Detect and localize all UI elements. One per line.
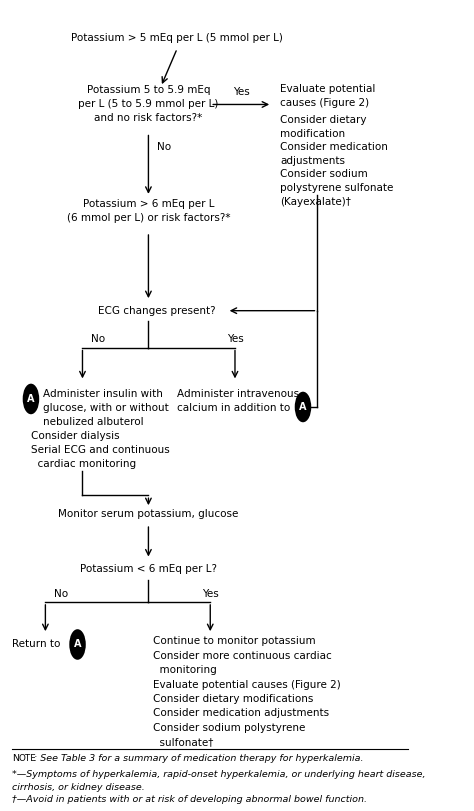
Text: *—Symptoms of hyperkalemia, rapid-onset hyperkalemia, or underlying heart diseas: *—Symptoms of hyperkalemia, rapid-onset … [12, 770, 426, 779]
Text: Yes: Yes [227, 334, 244, 345]
Text: Consider medication
adjustments: Consider medication adjustments [280, 142, 388, 166]
Text: Evaluate potential
causes (Figure 2): Evaluate potential causes (Figure 2) [280, 84, 376, 109]
Circle shape [296, 393, 310, 422]
Circle shape [70, 630, 85, 659]
Text: Consider dietary
modification: Consider dietary modification [280, 115, 367, 139]
Text: OTE: OTE [18, 753, 36, 762]
Text: Consider sodium
polystyrene sulfonate
(Kayexalate)†: Consider sodium polystyrene sulfonate (K… [280, 169, 394, 208]
Text: Return to: Return to [12, 640, 61, 650]
Circle shape [24, 384, 38, 414]
Text: No: No [91, 334, 105, 345]
Text: Administer insulin with
glucose, with or without
nebulized albuterol: Administer insulin with glucose, with or… [43, 389, 169, 427]
Text: ECG changes present?: ECG changes present? [98, 306, 216, 315]
Text: No: No [157, 142, 171, 152]
Text: : See Table 3 for a summary of medication therapy for hyperkalemia.: : See Table 3 for a summary of medicatio… [34, 753, 364, 762]
Text: Serial ECG and continuous
  cardiac monitoring: Serial ECG and continuous cardiac monito… [31, 445, 170, 470]
Text: A: A [27, 394, 35, 404]
Text: †—Avoid in patients with or at risk of developing abnormal bowel function.: †—Avoid in patients with or at risk of d… [12, 796, 367, 805]
Text: No: No [54, 589, 68, 599]
Text: Yes: Yes [202, 589, 219, 599]
Text: A: A [74, 640, 81, 650]
Text: Potassium 5 to 5.9 mEq
per L (5 to 5.9 mmol per L)
and no risk factors?*: Potassium 5 to 5.9 mEq per L (5 to 5.9 m… [78, 85, 219, 123]
Text: Administer intravenous
calcium in addition to: Administer intravenous calcium in additi… [177, 389, 300, 414]
Text: Yes: Yes [233, 88, 249, 97]
Text: cirrhosis, or kidney disease.: cirrhosis, or kidney disease. [12, 783, 145, 792]
Text: Potassium > 5 mEq per L (5 mmol per L): Potassium > 5 mEq per L (5 mmol per L) [72, 33, 283, 43]
Text: Consider dialysis: Consider dialysis [31, 431, 119, 441]
Text: Monitor serum potassium, glucose: Monitor serum potassium, glucose [58, 508, 238, 519]
Text: Potassium < 6 mEq per L?: Potassium < 6 mEq per L? [80, 564, 217, 574]
Text: Continue to monitor potassium
Consider more continuous cardiac
  monitoring
Eval: Continue to monitor potassium Consider m… [153, 637, 340, 747]
Text: N: N [12, 753, 19, 762]
Text: Potassium > 6 mEq per L
(6 mmol per L) or risk factors?*: Potassium > 6 mEq per L (6 mmol per L) o… [67, 200, 230, 223]
Text: A: A [299, 402, 307, 412]
